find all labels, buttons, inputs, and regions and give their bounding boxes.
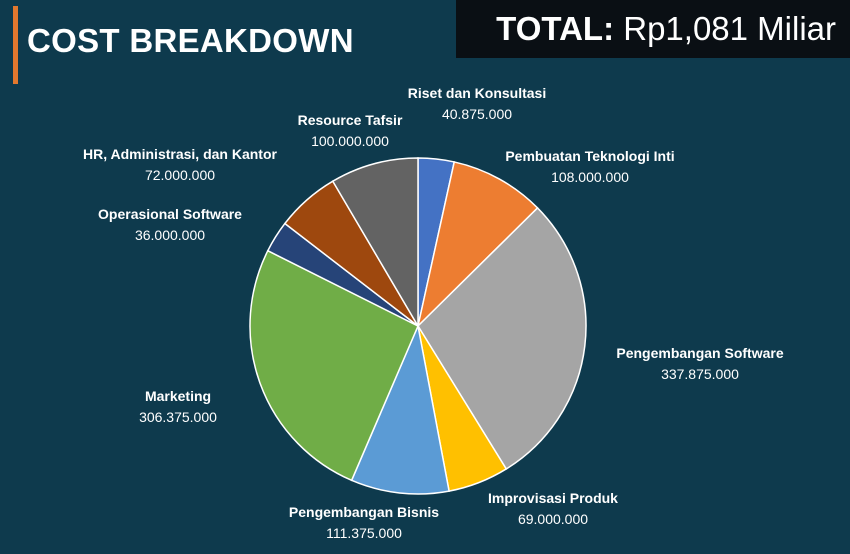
page-title: COST BREAKDOWN (27, 22, 354, 59)
slice-value-resource-tafsir: 100.000.000 (311, 133, 389, 149)
slice-value-operasional-software: 36.000.000 (135, 227, 205, 243)
total-value: Rp1,081 Miliar (623, 10, 836, 47)
pie-slice-pengembangan-software (417, 206, 587, 470)
slice-label-resource-tafsir: Resource Tafsir (298, 112, 403, 128)
slice-label-riset-dan-konsultasi: Riset dan Konsultasi (408, 85, 546, 101)
pie-slice-pengembangan-bisnis (350, 323, 450, 495)
slice-value-pengembangan-software: 337.875.000 (661, 366, 739, 382)
slice-value-riset-dan-konsultasi: 40.875.000 (442, 106, 512, 122)
pie-slices (249, 157, 587, 495)
slice-label-improvisasi-produk: Improvisasi Produk (488, 490, 618, 506)
title-accent-bar (13, 6, 18, 84)
total-label: TOTAL: (496, 10, 615, 47)
total-text: TOTAL: Rp1,081 Miliar (496, 10, 836, 48)
pie-slice-marketing (249, 249, 419, 482)
slice-value-marketing: 306.375.000 (139, 409, 217, 425)
slice-value-pembuatan-teknologi-inti: 108.000.000 (551, 169, 629, 185)
slice-value-hr-administrasi-dan-kantor: 72.000.000 (145, 167, 215, 183)
slice-label-pengembangan-software: Pengembangan Software (616, 345, 783, 361)
slice-value-improvisasi-produk: 69.000.000 (518, 511, 588, 527)
slice-value-pengembangan-bisnis: 111.375.000 (326, 525, 402, 541)
pie-slice-pembuatan-teknologi-inti (416, 161, 539, 329)
slice-label-pengembangan-bisnis: Pengembangan Bisnis (289, 504, 439, 520)
pie-slice-resource-tafsir (331, 157, 419, 329)
slice-label-marketing: Marketing (145, 388, 211, 404)
pie-labels: Riset dan Konsultasi 40.875.000 Pembuatan … (83, 85, 784, 541)
slice-label-pembuatan-teknologi-inti: Pembuatan Teknologi Inti (505, 148, 674, 164)
slice-label-operasional-software: Operasional Software (98, 206, 242, 222)
total-box: TOTAL: Rp1,081 Miliar (456, 0, 850, 58)
slice-label-hr-administrasi-dan-kantor: HR, Administrasi, dan Kantor (83, 146, 278, 162)
